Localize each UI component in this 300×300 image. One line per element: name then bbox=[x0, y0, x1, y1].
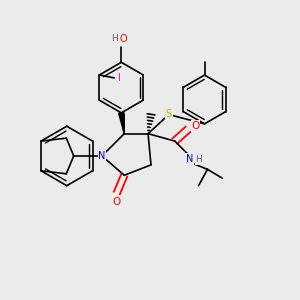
Polygon shape bbox=[121, 114, 124, 134]
Text: O: O bbox=[120, 34, 127, 44]
Text: S: S bbox=[166, 109, 172, 119]
Text: N: N bbox=[186, 154, 193, 164]
Text: O: O bbox=[191, 121, 200, 131]
Text: O: O bbox=[113, 197, 121, 207]
Polygon shape bbox=[118, 112, 124, 134]
Text: I: I bbox=[118, 73, 121, 83]
Text: N: N bbox=[98, 151, 106, 161]
Text: H: H bbox=[111, 34, 118, 43]
Text: H: H bbox=[195, 155, 202, 164]
